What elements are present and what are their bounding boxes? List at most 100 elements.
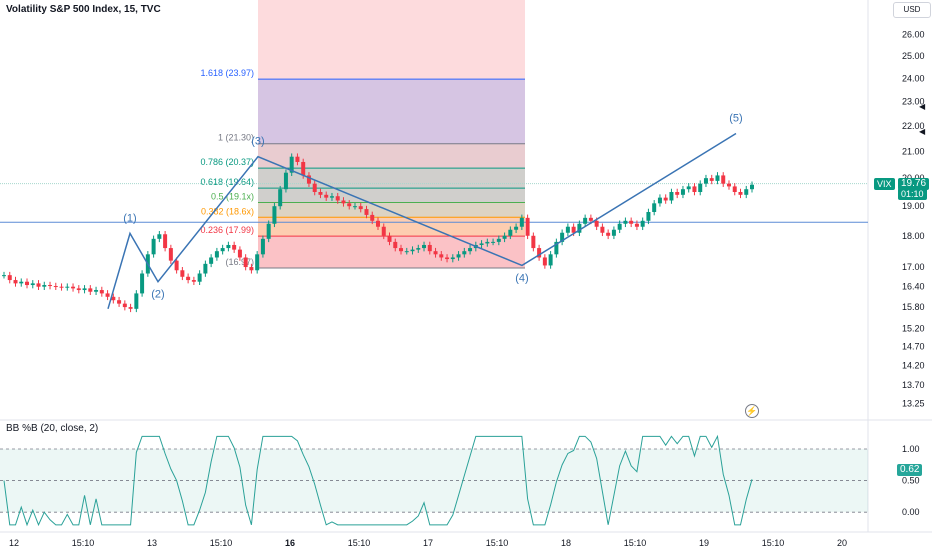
candle-body (82, 288, 87, 291)
fib-level-label: 0.786 (20.37) (200, 157, 254, 167)
candle-body (266, 223, 271, 239)
last-price-value: 19.76 (898, 178, 930, 190)
candle-body (456, 254, 461, 258)
candle-body (479, 243, 484, 245)
candle-body (439, 254, 444, 258)
candle-body (25, 281, 30, 286)
candle-body (364, 209, 369, 215)
candle-body (640, 220, 645, 227)
candle-body (347, 203, 352, 207)
fib-shade-lightgreen (258, 202, 525, 218)
elliott-wave-label: (5) (729, 113, 742, 125)
candle-body (318, 191, 323, 195)
candle-body (698, 183, 703, 192)
candle-body (260, 238, 265, 255)
candle-body (657, 197, 662, 204)
y-tick-label: 26.00 (902, 30, 925, 40)
candle-body (157, 234, 162, 239)
candle-body (255, 254, 260, 271)
fib-shade-gray (258, 143, 525, 169)
candle-body (491, 241, 496, 243)
candle-body (163, 234, 168, 249)
fib-level-label: (16.97) (225, 257, 254, 267)
candle-body (168, 248, 173, 261)
candle-body (427, 244, 432, 252)
candle-body (537, 248, 542, 258)
candle-body (243, 257, 248, 268)
indicator-y-tick: 0.00 (902, 507, 920, 517)
candle-body (232, 244, 237, 250)
candle-body (485, 241, 490, 244)
candle-body (634, 223, 639, 227)
x-tick-label: 15:10 (348, 538, 371, 548)
fib-shade-orange (258, 217, 525, 237)
candle-body (191, 280, 196, 282)
y-tick-label: 23.00 (902, 97, 925, 107)
candle-body (19, 281, 24, 284)
candle-body (76, 288, 81, 291)
candle-body (663, 197, 668, 201)
candle-body (226, 244, 231, 249)
candle-body (301, 161, 306, 176)
candle-body (606, 232, 611, 236)
candle-body (128, 307, 133, 309)
x-tick-label: 20 (837, 538, 847, 548)
candle-body (496, 238, 501, 242)
candle-body (237, 249, 242, 258)
candle-body (594, 220, 599, 227)
candle-body (738, 191, 743, 195)
candle-body (611, 229, 616, 236)
candle-body (577, 223, 582, 233)
candle-body (358, 206, 363, 210)
candle-body (715, 175, 720, 181)
candle-body (94, 290, 99, 292)
candle-body (7, 275, 12, 281)
candle-body (519, 217, 524, 227)
candle-body (617, 223, 622, 230)
candle-body (433, 251, 438, 255)
candle-body (692, 186, 697, 192)
fib-level-label: 1.618 (23.97) (200, 68, 254, 78)
arrow-left-icon-2[interactable]: ◀ (919, 127, 926, 136)
fib-level-label: 0.236 (17.99) (200, 225, 254, 235)
y-tick-label: 25.00 (902, 51, 925, 61)
candle-body (13, 280, 18, 284)
candle-body (278, 189, 283, 207)
elliott-wave-label: (3) (251, 136, 264, 148)
elliott-wave-label: (2) (151, 289, 164, 301)
x-tick-label: 17 (423, 538, 433, 548)
indicator-y-tick: 0.50 (902, 476, 920, 486)
chart-title: Volatility S&P 500 Index, 15, TVC (6, 4, 161, 15)
currency-button[interactable]: USD (893, 2, 931, 18)
candle-body (122, 303, 127, 308)
candle-body (468, 248, 473, 252)
candle-body (117, 300, 122, 304)
candle-body (306, 175, 311, 184)
candle-body (393, 241, 398, 249)
y-tick-label: 16.40 (902, 282, 925, 292)
candle-body (531, 235, 536, 249)
candle-body (42, 285, 47, 287)
candle-body (652, 203, 657, 212)
candle-body (445, 257, 450, 260)
candle-body (2, 275, 6, 277)
candle-body (220, 248, 225, 252)
candle-body (140, 273, 145, 294)
y-tick-label: 15.20 (902, 323, 925, 333)
candle-body (272, 206, 277, 224)
candle-body (174, 260, 179, 271)
arrow-left-icon[interactable]: ◀ (919, 102, 926, 111)
candle-body (209, 257, 214, 264)
candle-body (295, 156, 300, 162)
candle-body (554, 241, 559, 255)
candle-body (548, 254, 553, 266)
candle-body (36, 283, 41, 287)
candle-body (105, 293, 110, 297)
lightning-icon[interactable]: ⚡ (745, 404, 759, 418)
candle-body (180, 270, 185, 277)
candle-body (99, 290, 104, 294)
y-tick-label: 13.25 (902, 398, 925, 408)
candle-body (450, 257, 455, 260)
candle-body (65, 286, 70, 288)
